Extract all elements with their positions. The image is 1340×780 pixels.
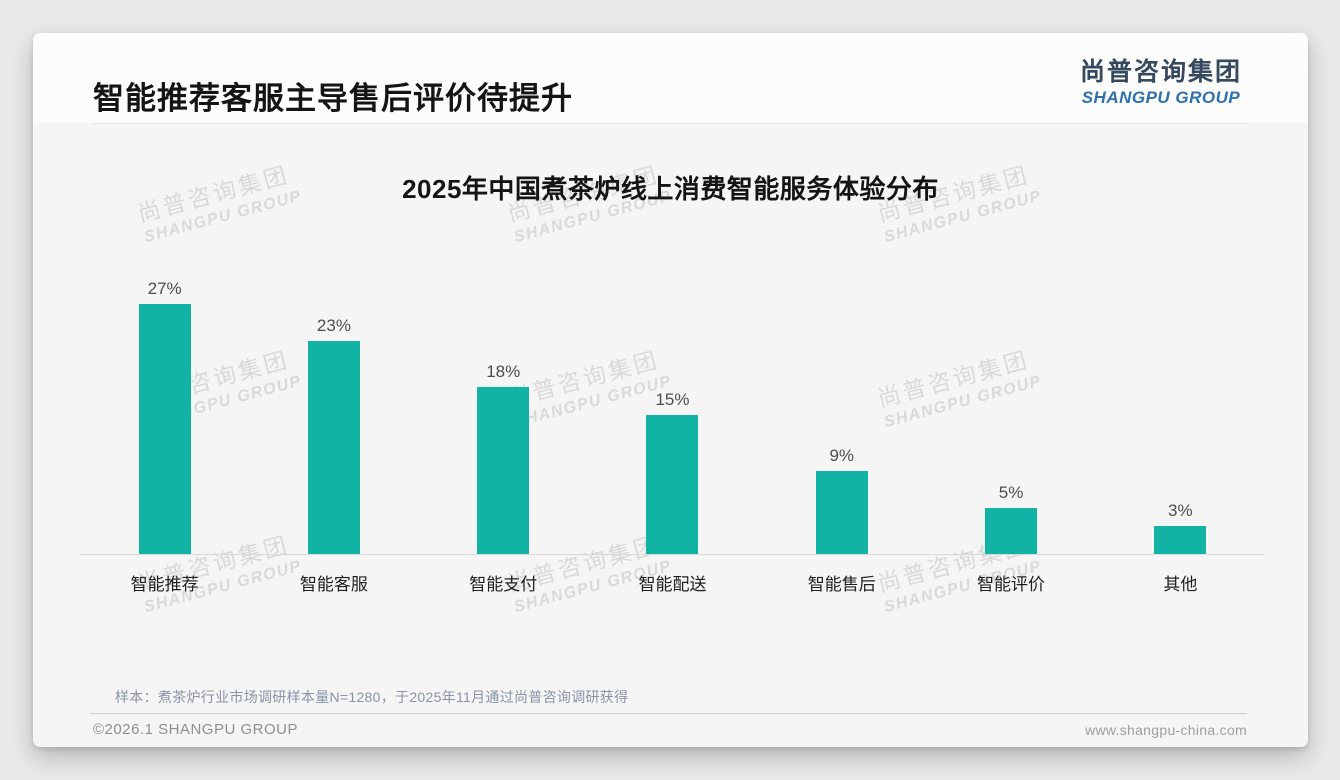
slide-card: 尚普咨询集团 SHANGPU GROUP 尚普咨询集团 SHANGPU GROUP 尚普… <box>33 33 1308 747</box>
bar <box>138 304 191 554</box>
bar-value-label: 18% <box>486 362 521 381</box>
x-axis-label: 其他 <box>1163 575 1198 594</box>
x-axis-label: 智能配送 <box>638 575 707 594</box>
bar-value-label: 23% <box>316 316 351 335</box>
bar-group: 23% <box>249 274 418 554</box>
bar-group: 18% <box>419 274 588 554</box>
header-band <box>33 33 1308 123</box>
company-logo: 尚普咨询集团 SHANGPU GROUP <box>1079 58 1242 107</box>
x-axis-line <box>80 554 1265 555</box>
chart-title: 2025年中国煮茶炉线上消费智能服务体验分布 <box>402 174 939 204</box>
title-divider <box>93 123 1248 124</box>
bar <box>815 471 868 554</box>
bar <box>307 341 360 554</box>
bar-value-label: 5% <box>998 483 1024 502</box>
bar-value-label: 9% <box>829 446 855 465</box>
bar-value-label: 3% <box>1168 501 1193 520</box>
chart-plot-area: 27% 23% 18% 15% 9% 5% 3% <box>80 274 1265 554</box>
bar-value-label: 27% <box>147 279 182 298</box>
bar-value-label: 15% <box>655 390 690 409</box>
logo-cn-text: 尚普咨询集团 <box>1079 58 1242 86</box>
bar-group: 3% <box>1096 274 1265 554</box>
sample-footnote: 样本：煮茶炉行业市场调研样本量N=1280，于2025年11月通过尚普咨询调研获… <box>115 689 629 705</box>
slide-title: 智能推荐客服主导售后评价待提升 <box>93 81 573 116</box>
x-axis-label: 智能支付 <box>469 575 538 594</box>
logo-en-text: SHANGPU GROUP <box>1081 87 1241 107</box>
bar <box>646 415 699 554</box>
footer-divider <box>90 713 1247 714</box>
bar-group: 9% <box>757 274 926 554</box>
x-axis-label: 智能客服 <box>299 575 368 594</box>
bar <box>985 508 1038 554</box>
x-axis-labels: 智能推荐 智能客服 智能支付 智能配送 智能售后 智能评价 其他 <box>80 570 1265 595</box>
bar-group: 27% <box>80 274 249 554</box>
bar <box>1154 526 1207 554</box>
bar-group: 15% <box>588 274 757 554</box>
x-axis-label: 智能评价 <box>977 575 1046 594</box>
bar-group: 5% <box>926 274 1095 554</box>
copyright-text: ©2026.1 SHANGPU GROUP <box>93 721 298 738</box>
website-url: www.shangpu-china.com <box>1085 722 1247 738</box>
x-axis-label: 智能推荐 <box>130 575 199 594</box>
bar <box>477 387 530 554</box>
x-axis-label: 智能售后 <box>807 575 876 594</box>
